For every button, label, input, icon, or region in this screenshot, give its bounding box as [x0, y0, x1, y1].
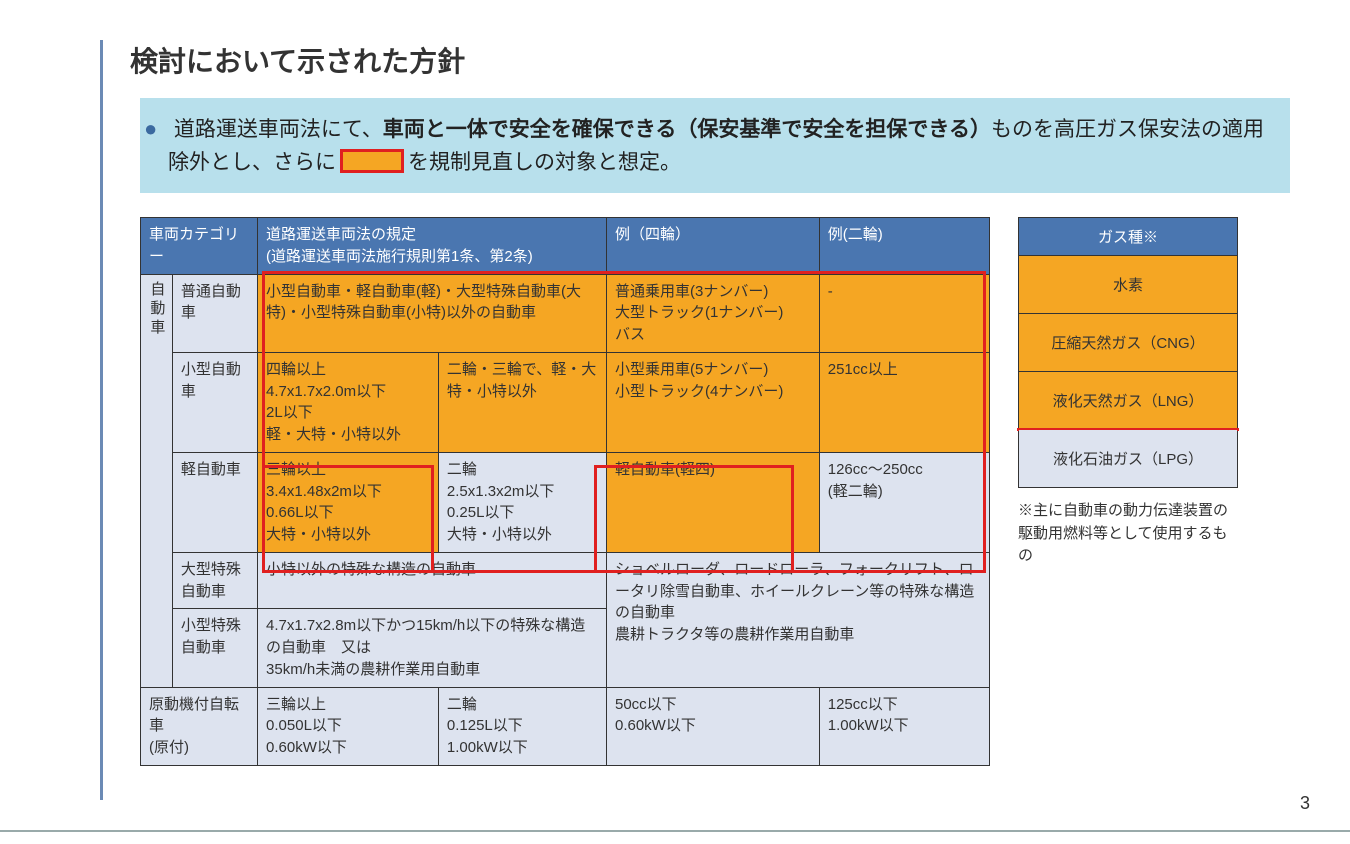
gas-row-label: 液化天然ガス（LNG）: [1053, 393, 1204, 410]
ex4-cell: 50cc以下 0.60kW以下: [606, 687, 819, 765]
gas-header: ガス種※: [1019, 218, 1238, 256]
vcat-automobile: 自動車: [141, 274, 173, 687]
prov-cell: 小型自動車・軽自動車(軽)・大型特殊自動車(大特)・小型特殊自動車(小特)以外の…: [258, 274, 607, 352]
ex4-cell: 普通乗用車(3ナンバー) 大型トラック(1ナンバー) バス: [606, 274, 819, 352]
th-ex2: 例(二輪): [819, 218, 989, 275]
gas-type-table: ガス種※ 水素 圧縮天然ガス（CNG） 液化天然ガス（LNG） 液化石油ガス（L…: [1018, 217, 1238, 488]
ex4-cell: 軽自動車(軽四): [606, 452, 819, 552]
page-number: 3: [1300, 793, 1310, 814]
callout-bold: 車両と一体で安全を確保できる（保安基準で安全を担保できる）: [383, 118, 991, 141]
table-header-row: 車両カテゴリー 道路運送車両法の規定 (道路運送車両法施行規則第1条、第2条) …: [141, 218, 990, 275]
gas-row: 圧縮天然ガス（CNG）: [1019, 314, 1238, 372]
cat-label: 原動機付自転車 (原付): [141, 687, 258, 765]
cat-label: 大型特殊自動車: [172, 552, 257, 609]
cat-label: 普通自動車: [172, 274, 257, 352]
slide: 検討において示された方針 ● 道路運送車両法にて、車両と一体で安全を確保できる（…: [0, 0, 1350, 766]
gas-row: 液化天然ガス（LNG）: [1019, 372, 1238, 430]
cat-label: 小型自動車: [172, 352, 257, 452]
table-row: 自動車 普通自動車 小型自動車・軽自動車(軽)・大型特殊自動車(大特)・小型特殊…: [141, 274, 990, 352]
table-row: 大型特殊自動車 小特以外の特殊な構造の自動車 ショベルローダ、ロードローラ、フォ…: [141, 552, 990, 609]
prov-b: 二輪 0.125L以下 1.00kW以下: [438, 687, 606, 765]
ex2-cell: -: [819, 274, 989, 352]
prov-b: 二輪 2.5x1.3x2m以下 0.25L以下 大特・小特以外: [438, 452, 606, 552]
cat-label: 小型特殊自動車: [172, 609, 257, 687]
ex-merged: ショベルローダ、ロードローラ、フォークリフト、ロータリ除雪自動車、ホイールクレー…: [606, 552, 989, 687]
th-category: 車両カテゴリー: [141, 218, 258, 275]
gas-footnote: ※主に自動車の動力伝達装置の駆動用燃料等として使用するもの: [1018, 500, 1238, 568]
ex2-cell: 251cc以上: [819, 352, 989, 452]
th-ex4: 例（四輪）: [606, 218, 819, 275]
prov-cell: 4.7x1.7x2.8m以下かつ15km/h以下の特殊な構造の自動車 又は 35…: [258, 609, 607, 687]
ex2-cell: 125cc以下 1.00kW以下: [819, 687, 989, 765]
main-table-wrap: 車両カテゴリー 道路運送車両法の規定 (道路運送車両法施行規則第1条、第2条) …: [140, 217, 990, 766]
table-row: 原動機付自転車 (原付) 三輪以上 0.050L以下 0.60kW以下 二輪 0…: [141, 687, 990, 765]
callout-suffix: を規制見直しの対象と想定。: [408, 151, 681, 174]
ex2-cell: 126cc～250cc (軽二輪): [819, 452, 989, 552]
orange-legend-box: [340, 149, 404, 173]
vehicle-category-table: 車両カテゴリー 道路運送車両法の規定 (道路運送車両法施行規則第1条、第2条) …: [140, 217, 990, 766]
table-row: 小型自動車 四輪以上 4.7x1.7x2.0m以下 2L以下 軽・大特・小特以外…: [141, 352, 990, 452]
gas-sidebar: ガス種※ 水素 圧縮天然ガス（CNG） 液化天然ガス（LNG） 液化石油ガス（L…: [1018, 217, 1238, 568]
prov-b: 二輪・三輪で、軽・大特・小特以外: [438, 352, 606, 452]
ex4-cell: 小型乗用車(5ナンバー) 小型トラック(4ナンバー): [606, 352, 819, 452]
gas-row: 水素: [1019, 256, 1238, 314]
table-row: 軽自動車 三輪以上 3.4x1.48x2m以下 0.66L以下 大特・小特以外 …: [141, 452, 990, 552]
callout-prefix: 道路運送車両法にて、: [174, 118, 383, 141]
cat-label: 軽自動車: [172, 452, 257, 552]
prov-a: 三輪以上 0.050L以下 0.60kW以下: [258, 687, 439, 765]
th-provision: 道路運送車両法の規定 (道路運送車両法施行規則第1条、第2条): [258, 218, 607, 275]
bottom-rule: [0, 830, 1350, 832]
policy-callout: ● 道路運送車両法にて、車両と一体で安全を確保できる（保安基準で安全を担保できる…: [140, 98, 1290, 193]
prov-cell: 小特以外の特殊な構造の自動車: [258, 552, 607, 609]
page-title: 検討において示された方針: [130, 40, 1290, 80]
prov-a: 四輪以上 4.7x1.7x2.0m以下 2L以下 軽・大特・小特以外: [258, 352, 439, 452]
gas-row: 液化石油ガス（LPG）: [1019, 430, 1238, 488]
bullet-icon: ●: [144, 112, 168, 146]
prov-a: 三輪以上 3.4x1.48x2m以下 0.66L以下 大特・小特以外: [258, 452, 439, 552]
